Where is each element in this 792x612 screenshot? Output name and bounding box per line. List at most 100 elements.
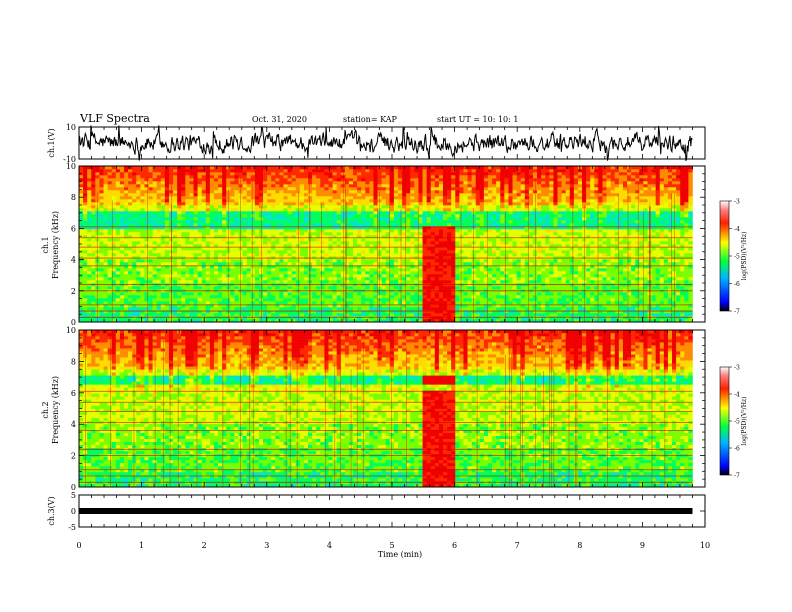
spectrogram-cell	[123, 313, 129, 317]
spectrogram-cell	[226, 175, 231, 179]
spectrogram-cell	[136, 193, 141, 197]
spectrogram-cell	[254, 196, 260, 200]
spectrogram-cell	[328, 262, 333, 266]
spectrogram-cell	[201, 202, 207, 206]
spectrogram-cell	[353, 250, 358, 254]
spectrogram-cell	[95, 169, 100, 173]
spectrogram-cell	[406, 220, 411, 224]
spectrogram-cell	[398, 235, 403, 239]
spectrogram-cell	[173, 268, 178, 272]
spectrogram-cell	[83, 193, 88, 197]
spectrogram-cell	[303, 250, 309, 254]
spectrogram-cell	[406, 247, 411, 251]
spectrogram-cell	[373, 202, 378, 206]
spectrogram-cell	[246, 268, 252, 272]
spectrogram-cell	[385, 214, 391, 218]
spectrogram-cell	[132, 190, 137, 194]
spectrogram-cell	[377, 223, 382, 227]
spectrogram-cell	[426, 295, 432, 299]
spectrogram-cell	[107, 199, 113, 203]
spectrogram-cell	[365, 199, 370, 203]
spectrogram-cell	[119, 307, 125, 311]
spectrogram-cell	[393, 298, 399, 302]
spectrogram-cell	[303, 307, 309, 311]
spectrogram-cell	[287, 319, 292, 323]
spectrogram-cell	[99, 244, 104, 248]
spectrogram-cell	[164, 301, 170, 305]
spectrogram-cell	[250, 181, 256, 185]
spectrogram-cell	[344, 247, 350, 251]
spectrogram-cell	[365, 295, 370, 299]
spectrogram-cell	[299, 307, 305, 311]
spectrogram-cell	[426, 211, 432, 215]
spectrogram-cell	[422, 286, 427, 290]
spectrogram-cell	[119, 253, 125, 257]
spectrogram-cell	[263, 175, 268, 179]
spectrogram-cell	[250, 226, 256, 230]
spectrogram-cell	[201, 262, 207, 266]
spectrogram-cell	[324, 208, 329, 212]
spectrogram-cell	[140, 241, 145, 245]
spectrogram-cell	[164, 187, 170, 191]
spectrogram-cell	[303, 271, 309, 275]
spectrogram-cell	[295, 166, 301, 170]
spectrogram-cell	[320, 187, 325, 191]
spectrogram-cell	[234, 253, 239, 257]
spectrogram-cell	[447, 274, 452, 278]
spectrogram-cell	[103, 238, 108, 242]
spectrogram-cell	[275, 259, 280, 263]
spectrogram-cell	[438, 265, 444, 269]
spectrogram-cell	[430, 196, 436, 200]
spectrogram-cell	[99, 313, 104, 317]
spectrogram-cell	[205, 250, 211, 254]
spectrogram-cell	[357, 202, 362, 206]
spectrogram-cell	[99, 202, 104, 206]
spectrogram-cell	[271, 250, 276, 254]
spectrogram-cell	[385, 211, 391, 215]
spectrogram-cell	[156, 169, 162, 173]
spectrogram-cell	[275, 292, 280, 296]
spectrogram-cell	[410, 199, 415, 203]
spectrogram-cell	[250, 274, 256, 278]
spectrogram-cell	[365, 166, 370, 170]
spectrogram-cell	[246, 304, 252, 308]
spectrogram-cell	[193, 313, 198, 317]
spectrogram-cell	[393, 220, 399, 224]
spectrogram-cell	[254, 217, 260, 221]
spectrogram-cell	[422, 292, 427, 296]
spectrogram-cell	[369, 226, 374, 230]
spectrogram-cell	[263, 253, 268, 257]
spectrogram-cell	[218, 244, 223, 248]
spectrogram-cell	[443, 196, 448, 200]
spectrogram-cell	[422, 190, 427, 194]
spectrogram-cell	[332, 169, 337, 173]
spectrogram-cell	[373, 286, 378, 290]
spectrogram-cell	[136, 310, 141, 314]
spectrogram-cell	[83, 307, 88, 311]
spectrogram-cell	[123, 190, 129, 194]
spectrogram-cell	[406, 259, 411, 263]
spectrogram-cell	[148, 196, 153, 200]
spectrogram-cell	[87, 241, 92, 245]
spectrogram-cell	[291, 226, 297, 230]
spectrogram-cell	[222, 208, 227, 212]
spectrogram-cell	[136, 286, 141, 290]
spectrogram-cell	[377, 292, 382, 296]
spectrogram-cell	[160, 232, 166, 236]
spectrogram-cell	[193, 262, 198, 266]
spectrogram-cell	[107, 190, 113, 194]
spectrogram-cell	[451, 247, 456, 251]
spectrogram-cell	[128, 223, 133, 227]
spectrogram-cell	[128, 196, 133, 200]
spectrogram-cell	[140, 169, 145, 173]
spectrogram-cell	[414, 310, 419, 314]
spectrogram-cell	[246, 229, 252, 233]
spectrogram-cell	[365, 310, 370, 314]
spectrogram-cell	[275, 184, 280, 188]
spectrogram-cell	[328, 235, 333, 239]
spectrogram-cell	[438, 229, 444, 233]
spectrogram-cell	[381, 280, 387, 284]
spectrogram-cell	[222, 214, 227, 218]
spectrogram-cell	[459, 265, 464, 269]
spectrogram-cell	[438, 301, 444, 305]
